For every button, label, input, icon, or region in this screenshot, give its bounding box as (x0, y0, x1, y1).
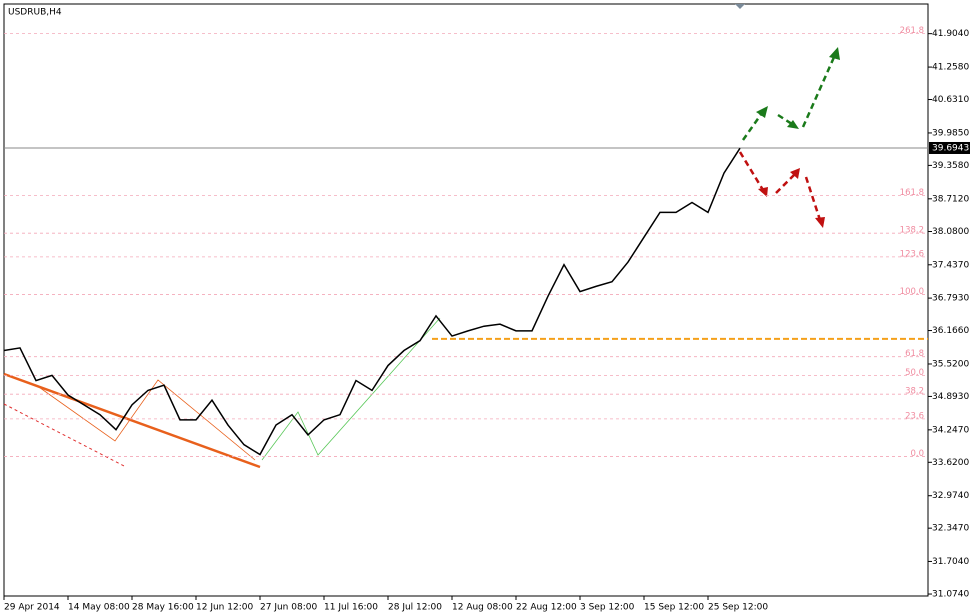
x-tick-label: 3 Sep 12:00 (580, 603, 635, 613)
fib-level-label: 100.0 (900, 287, 924, 297)
arrow-down (738, 151, 765, 191)
x-tick-label: 28 Jul 12:00 (388, 603, 442, 613)
fib-level-label: 38.2 (905, 387, 924, 397)
y-tick-label: 38.7120 (932, 194, 969, 204)
fib-level-label: 261.8 (900, 26, 924, 36)
arrow-down (804, 176, 822, 221)
y-tick-label: 33.6200 (932, 458, 969, 468)
y-tick-label: 41.2580 (932, 63, 969, 73)
arrow-head (829, 47, 840, 60)
fib-level-label: 161.8 (900, 188, 924, 198)
plot-frame (3, 3, 929, 597)
fib-level-label: 23.6 (905, 411, 924, 421)
fib-level-label: 61.8 (905, 349, 924, 359)
chart-title: USDRUB,H4 (8, 8, 62, 18)
x-tick-label: 28 May 16:00 (132, 603, 194, 613)
fib-level-label: 123.6 (900, 249, 924, 259)
wave-line (261, 317, 441, 461)
current-price-label: 39.6943 (932, 143, 969, 153)
arrow-up (741, 112, 764, 141)
x-tick-label: 25 Sep 12:00 (708, 603, 768, 613)
y-tick-label: 32.9740 (932, 491, 969, 501)
y-tick-label: 36.7930 (932, 294, 969, 304)
arrow-down (775, 173, 796, 194)
arrow-heads (756, 47, 840, 228)
channel-line (3, 403, 127, 468)
x-tick-label: 14 May 08:00 (68, 603, 130, 613)
y-tick-label: 34.2470 (932, 425, 969, 435)
x-tick-label: 27 Jun 08:00 (260, 603, 317, 613)
arrow-head (815, 217, 825, 228)
fib-level-label: 50.0 (905, 368, 924, 378)
y-tick-label: 34.8930 (932, 392, 969, 402)
x-tick-label: 12 Jun 12:00 (196, 603, 253, 613)
arrow-up (801, 54, 837, 128)
y-tick-label: 39.3580 (932, 161, 969, 171)
y-tick-label: 31.7040 (932, 557, 969, 567)
x-tick-label: 15 Sep 12:00 (644, 603, 704, 613)
x-tick-label: 12 Aug 08:00 (452, 603, 513, 613)
y-tick-label: 39.9850 (932, 128, 969, 138)
price-line (3, 147, 741, 456)
arrow-head (787, 120, 799, 129)
arrow-head (756, 106, 768, 118)
current-price-box (929, 141, 970, 154)
channel-line (35, 379, 256, 461)
arrow-up (777, 113, 796, 128)
y-tick-label: 31.0740 (932, 590, 969, 600)
y-tick-label: 41.9040 (932, 29, 969, 39)
y-tick-label: 32.3470 (932, 524, 969, 534)
fib-level-label: 0.0 (910, 449, 924, 459)
y-tick-label: 36.1660 (932, 326, 969, 336)
x-tick-label: 22 Aug 12:00 (516, 603, 577, 613)
y-tick-label: 37.4370 (932, 260, 969, 270)
shift-marker (735, 4, 745, 9)
trend-line (3, 372, 261, 469)
x-tick-label: 11 Jul 16:00 (324, 603, 378, 613)
forecast-arrows (738, 54, 837, 221)
arrow-head (758, 187, 768, 197)
fib-level-label: 138.2 (900, 226, 924, 236)
y-tick-label: 38.0800 (932, 227, 969, 237)
y-tick-label: 40.6310 (932, 95, 969, 105)
arrow-head (790, 168, 800, 179)
x-tick-label: 29 Apr 2014 (4, 603, 60, 613)
y-tick-label: 35.5200 (932, 359, 969, 369)
